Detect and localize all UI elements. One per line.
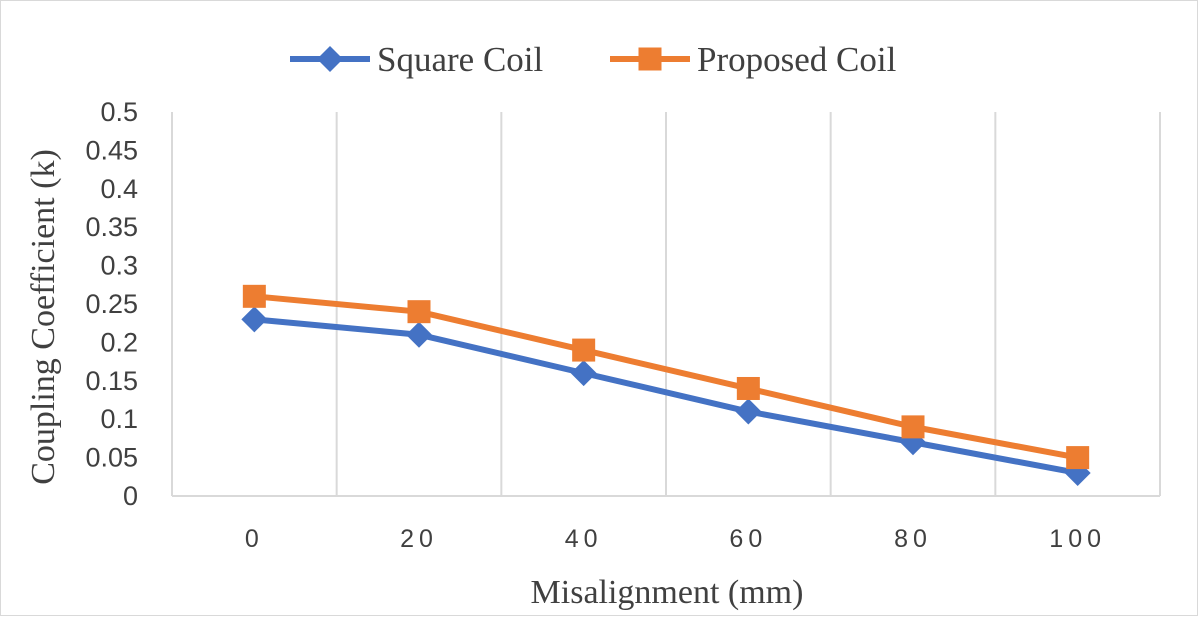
y-tick-label: 0.45 — [85, 135, 138, 165]
data-point — [407, 300, 431, 324]
x-tick-label: 100 — [1049, 525, 1106, 553]
data-point — [572, 338, 596, 362]
y-tick-label: 0.4 — [100, 174, 138, 204]
axes — [171, 112, 1161, 497]
y-tick-label: 0.25 — [85, 289, 138, 319]
data-point — [406, 321, 432, 348]
series-line — [254, 316, 1079, 476]
data-point — [570, 360, 597, 387]
series-group — [241, 284, 1091, 486]
y-tick-label: 0.35 — [85, 212, 138, 242]
x-tick-label: 0 — [245, 525, 264, 553]
legend-item: Proposed Coil — [610, 40, 897, 79]
legend: Square Coil Proposed Coil — [290, 40, 897, 79]
x-tick-label: 80 — [894, 525, 932, 553]
series-square-coil — [241, 306, 1091, 486]
legend-label: Proposed Coil — [697, 40, 897, 79]
y-tick-label: 0 — [123, 481, 138, 511]
data-point — [735, 398, 762, 425]
y-tick-label: 0.5 — [100, 97, 138, 127]
y-tick-labels: 0 0.05 0.1 0.15 0.2 0.25 0.3 0.35 0.4 0.45 0.5 — [85, 97, 138, 511]
data-point — [241, 306, 268, 333]
series-line — [254, 293, 1079, 461]
x-tick-label: 60 — [729, 525, 767, 553]
y-tick-label: 0.05 — [85, 443, 138, 473]
data-point — [1066, 446, 1090, 470]
legend-marker — [638, 47, 662, 71]
data-point — [901, 415, 925, 439]
data-point — [242, 284, 266, 308]
y-tick-label: 0.2 — [100, 327, 138, 357]
legend-marker — [317, 46, 343, 72]
series-proposed-coil — [242, 284, 1090, 470]
data-point — [736, 376, 760, 400]
legend-item: Square Coil — [290, 40, 544, 79]
x-tick-label: 40 — [565, 525, 603, 553]
x-tick-labels: 0 20 40 60 80 100 — [245, 525, 1106, 553]
y-tick-label: 0.15 — [85, 366, 138, 396]
y-axis-label: Coupling Coefficient (k) — [25, 149, 62, 485]
y-tick-label: 0.1 — [100, 404, 138, 434]
y-tick-label: 0.3 — [100, 251, 138, 281]
legend-label: Square Coil — [377, 40, 544, 79]
x-tick-label: 20 — [400, 525, 438, 553]
x-axis-label: Misalignment (mm) — [531, 574, 804, 611]
